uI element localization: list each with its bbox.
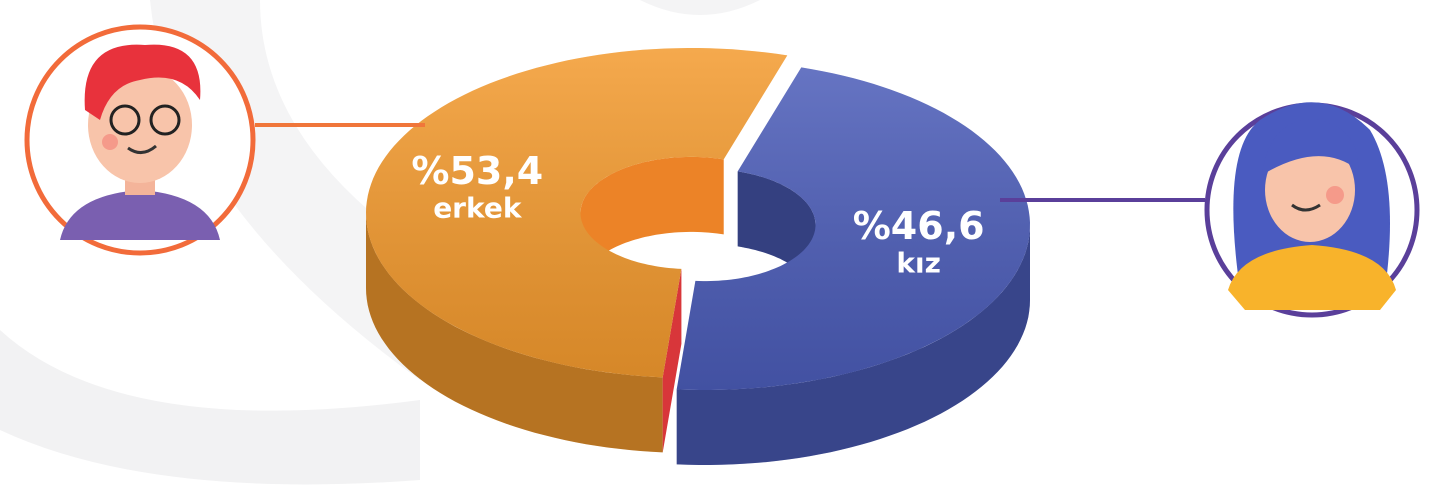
slice-shade: [366, 48, 788, 378]
inner-wall-shade: [580, 156, 724, 288]
connectors: [255, 123, 1205, 202]
slice-shade: [676, 67, 1030, 391]
boy-avatar: [24, 24, 256, 256]
outer-wall: [676, 225, 1030, 465]
outer-wall-shade: [676, 225, 1030, 465]
category-label: erkek: [433, 192, 523, 225]
outer-wall-shade: [366, 213, 663, 453]
category-label: kız: [896, 246, 941, 279]
girl-avatar: [1204, 102, 1420, 318]
inner-wall: [580, 156, 724, 288]
value-label: %53,4: [411, 149, 543, 193]
outer-wall: [366, 213, 663, 453]
cut-face: [662, 268, 682, 453]
value-label: %46,6: [853, 204, 985, 248]
